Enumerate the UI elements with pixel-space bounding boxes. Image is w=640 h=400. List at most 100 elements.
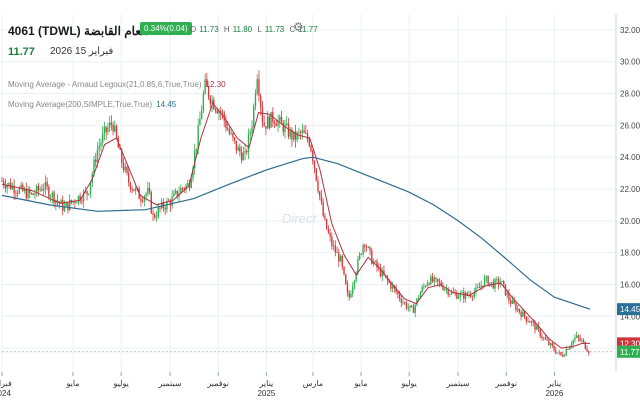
candle-body	[336, 252, 338, 253]
candle-body	[268, 116, 271, 128]
ohlc-close-value: 11.77	[298, 25, 318, 34]
candle-body	[60, 200, 62, 204]
candle-body	[110, 122, 113, 125]
x-tick-label: يوليو	[401, 379, 417, 388]
candle-body	[513, 300, 515, 304]
candle-body	[409, 305, 411, 308]
y-tick-label: 30.00	[620, 58, 640, 67]
candle-body	[402, 302, 404, 304]
candle-body	[200, 110, 203, 120]
candle-body	[445, 288, 448, 290]
candle-body	[67, 202, 69, 211]
candle-body	[261, 106, 264, 123]
legend-sma[interactable]: Moving Average(200,SIMPLE,True,True) 14.4…	[8, 100, 176, 109]
candle-body	[405, 302, 408, 309]
candle-body	[16, 193, 19, 194]
y-tick-label: 14.00	[620, 312, 640, 321]
ohlc-readout: O 11.73 H 11.80 L 11.73 C 11.77	[190, 25, 321, 34]
candle-body	[325, 219, 328, 230]
candle-body	[338, 252, 340, 262]
indicator-lines	[1, 102, 612, 353]
candle-body	[159, 207, 161, 209]
candle-body	[56, 200, 59, 202]
candle-body	[312, 151, 314, 161]
candle-body	[124, 166, 126, 171]
candle-body	[53, 192, 55, 204]
candle-body	[15, 193, 17, 194]
candle-body	[334, 245, 337, 253]
candle-body	[20, 184, 22, 188]
x-tick-label: فبراير	[0, 379, 12, 388]
ohlc-open-value: 11.73	[199, 25, 219, 34]
candle-body	[209, 97, 212, 104]
candle-body	[569, 346, 571, 350]
candle-body	[185, 185, 187, 190]
candle-body	[313, 160, 316, 169]
candle-body	[280, 116, 283, 123]
candle-body	[4, 185, 7, 189]
candle-body	[197, 125, 199, 149]
candle-body	[397, 292, 399, 295]
candle-body	[112, 124, 114, 132]
candle-body	[381, 270, 383, 277]
candle-body	[320, 196, 323, 203]
candle-body	[367, 246, 370, 248]
candle-body	[506, 293, 508, 296]
candle-body	[289, 129, 291, 137]
candle-body	[536, 325, 538, 330]
candle-body	[518, 308, 521, 313]
candle-body	[355, 272, 357, 281]
candle-body	[298, 132, 300, 134]
candle-body	[190, 178, 192, 188]
change-badge: 0.34%(0.04)	[140, 22, 192, 35]
candle-body	[400, 298, 403, 303]
candle-body	[34, 194, 36, 195]
gear-icon[interactable]: ⚙	[293, 20, 304, 34]
candle-body	[134, 188, 137, 191]
candle-body	[150, 191, 153, 214]
candle-body	[173, 193, 175, 197]
ohlc-low-key: L	[257, 25, 262, 34]
legend-alma[interactable]: Moving Average - Arnaud Legoux(21,0.85,6…	[8, 80, 226, 89]
candle-body	[525, 316, 528, 321]
candle-body	[450, 291, 453, 295]
candle-body	[523, 311, 526, 317]
sma-last-badge	[617, 303, 640, 316]
candle-body	[6, 184, 8, 189]
candle-body	[480, 285, 482, 288]
candle-body	[96, 149, 99, 163]
candle-body	[299, 132, 302, 134]
x-tick-label: مارس	[303, 379, 323, 388]
candle-body	[546, 339, 548, 341]
candle-body	[428, 283, 430, 285]
y-axis: 12.0014.0016.0018.0020.0022.0024.0026.00…	[620, 26, 640, 353]
candle-body	[82, 191, 85, 202]
candle-body	[89, 183, 92, 194]
candle-body	[522, 311, 524, 317]
x-tick-year: 2026	[545, 389, 563, 398]
candle-body	[379, 267, 382, 277]
candle-body	[244, 150, 246, 153]
candle-body	[126, 166, 128, 174]
candle-body	[574, 337, 576, 341]
candle-body	[275, 124, 278, 127]
candle-body	[416, 298, 418, 305]
candle-body	[346, 284, 349, 293]
candle-body	[1, 181, 3, 182]
candle-body	[258, 79, 260, 96]
candle-body	[487, 276, 489, 286]
candle-body	[49, 196, 52, 198]
candle-body	[114, 125, 116, 132]
candle-body	[332, 245, 335, 247]
candle-body	[577, 335, 580, 338]
candle-body	[544, 337, 547, 340]
candle-body	[141, 201, 144, 202]
candle-body	[350, 293, 352, 298]
sma-line	[1, 156, 591, 310]
candle-body	[541, 336, 543, 338]
candle-body	[539, 328, 541, 337]
candle-body	[364, 245, 366, 247]
ohlc-high-key: H	[223, 25, 230, 34]
y-tick-label: 16.00	[620, 280, 640, 289]
